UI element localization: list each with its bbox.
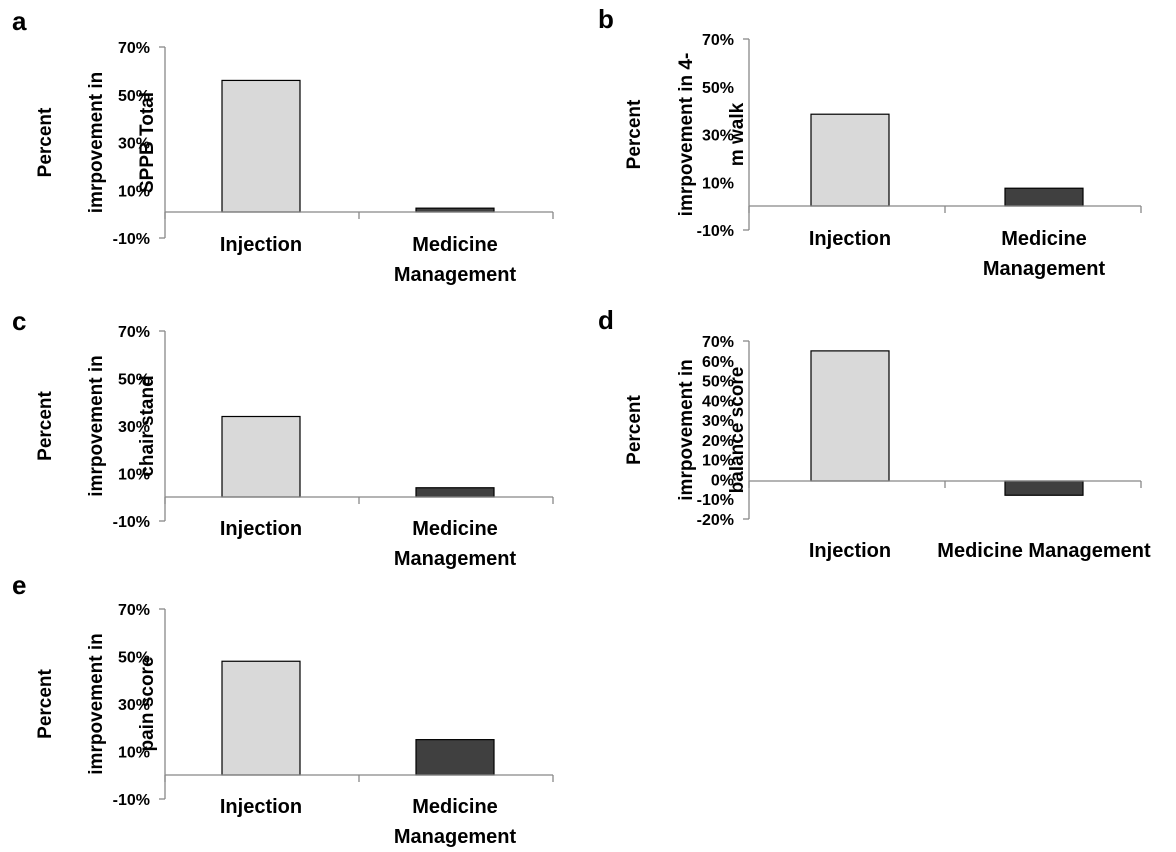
bar-injection <box>810 113 890 207</box>
bar-medicine-management <box>1004 480 1084 496</box>
panel-a: a Percent imrpovement in SPPB Total -10% 10% 3… <box>12 6 554 286</box>
x-category-label-line: Management <box>394 264 517 286</box>
y-tick-label: 10% <box>118 183 150 200</box>
panel-letter: a <box>12 6 27 36</box>
y-tick-label: 30% <box>118 136 150 153</box>
x-category-label-line: Injection <box>220 234 302 256</box>
y-tick-label: 70% <box>118 40 150 57</box>
y-tick-label: 50% <box>118 650 150 667</box>
y-axis-label-line: Percent <box>35 107 56 177</box>
y-tick-label: 30% <box>118 419 150 436</box>
y-tick-label: 30% <box>118 697 150 714</box>
bar-injection <box>221 79 301 213</box>
y-axis-label: Percent imrpovement in SPPB Total <box>35 72 158 213</box>
y-axis-label-line: Percent <box>35 668 56 738</box>
x-category-label-line: Management <box>983 258 1106 280</box>
y-tick-label: 20% <box>702 433 734 450</box>
y-tick-label: -10% <box>697 492 734 509</box>
y-tick-label: 50% <box>702 374 734 391</box>
y-tick-label: 10% <box>702 453 734 470</box>
x-category-label: Injection <box>220 796 302 818</box>
x-category-label-line: Injection <box>809 228 891 250</box>
x-category-label-line: Injection <box>220 518 302 540</box>
y-tick-label: -10% <box>113 514 150 531</box>
x-category-label-line: Medicine <box>1001 228 1087 250</box>
y-tick-label: 70% <box>702 32 734 49</box>
bar-medicine-management <box>415 739 495 776</box>
x-category-label-line: Medicine <box>412 234 498 256</box>
y-axis-label-line: Percent <box>624 99 645 169</box>
x-category-label: Injection <box>809 540 891 562</box>
y-axis-label-line: chair stand <box>137 375 158 476</box>
x-category-label-line: Injection <box>809 540 891 562</box>
y-tick-label: -10% <box>697 223 734 240</box>
y-axis-label-line: imrpovement in <box>86 633 107 774</box>
y-axis-label-line: m walk <box>727 102 748 166</box>
x-category-label: Medicine Management <box>394 796 517 848</box>
bar-injection <box>810 350 890 482</box>
y-tick-label: 30% <box>702 128 734 145</box>
y-tick-label: 70% <box>702 334 734 351</box>
x-category-label: Medicine Management <box>983 228 1106 280</box>
bar-medicine-management <box>415 487 495 498</box>
y-tick-label: 10% <box>702 175 734 192</box>
y-tick-label: 50% <box>702 80 734 97</box>
y-axis-label-line: imrpovement in <box>676 359 697 500</box>
x-category-label: Medicine Management <box>937 540 1151 562</box>
x-category-label-line: Medicine <box>412 796 498 818</box>
y-tick-label: 50% <box>118 372 150 389</box>
y-axis-label-line: SPPB Total <box>137 92 158 193</box>
y-tick-label: 0% <box>711 472 734 489</box>
x-category-label-line: Injection <box>220 796 302 818</box>
bar-injection <box>221 660 301 776</box>
panel-letter: d <box>598 305 614 335</box>
bar-injection <box>221 415 301 498</box>
y-tick-label: 30% <box>702 413 734 430</box>
x-category-label-line: Management <box>394 548 517 570</box>
y-tick-label: 60% <box>702 354 734 371</box>
panel-d: d Percent imrpovement in balance score -20% -… <box>598 305 1151 562</box>
y-axis-label: Percent imrpovement in chair stand <box>35 355 158 496</box>
y-axis-label-line: balance score <box>727 367 748 494</box>
y-axis-label-line: Percent <box>35 390 56 460</box>
y-axis-label-line: imrpovement in <box>86 355 107 496</box>
x-category-label: Injection <box>809 228 891 250</box>
y-tick-label: 50% <box>118 88 150 105</box>
y-axis-label: Percent imrpovement in pain score <box>35 633 158 774</box>
y-tick-label: -20% <box>697 512 734 529</box>
panel-letter: e <box>12 570 26 600</box>
y-axis-label: Percent imrpovement in 4- m walk <box>624 53 748 217</box>
y-tick-label: 40% <box>702 393 734 410</box>
y-axis-label-line: imrpovement in 4- <box>676 53 697 217</box>
x-category-label: Injection <box>220 234 302 256</box>
panel-letter: b <box>598 4 614 34</box>
y-axis-label-line: Percent <box>624 394 645 464</box>
x-category-label-line: Management <box>394 826 517 848</box>
bar-medicine-management <box>1004 187 1084 207</box>
panel-e: e Percent imrpovement in pain score -10% 10% 3… <box>12 570 554 848</box>
y-tick-label: 70% <box>118 324 150 341</box>
panel-c: c Percent imrpovement in chair stand -10% 10%… <box>12 306 554 570</box>
y-axis-label: Percent imrpovement in balance score <box>624 359 748 500</box>
panel-b: b Percent imrpovement in 4- m walk -10% 10% 30… <box>598 4 1142 280</box>
x-category-label: Injection <box>220 518 302 540</box>
x-category-label: Medicine Management <box>394 518 517 570</box>
y-tick-label: -10% <box>113 231 150 248</box>
y-tick-label: 70% <box>118 602 150 619</box>
x-category-label-line: Medicine Management <box>937 540 1151 562</box>
y-tick-label: -10% <box>113 792 150 809</box>
x-category-label: Medicine Management <box>394 234 517 286</box>
y-axis-label-line: pain score <box>137 656 158 751</box>
y-axis-label-line: imrpovement in <box>86 72 107 213</box>
x-category-label-line: Medicine <box>412 518 498 540</box>
panel-letter: c <box>12 306 26 336</box>
y-tick-label: 10% <box>118 745 150 762</box>
y-tick-label: 10% <box>118 467 150 484</box>
